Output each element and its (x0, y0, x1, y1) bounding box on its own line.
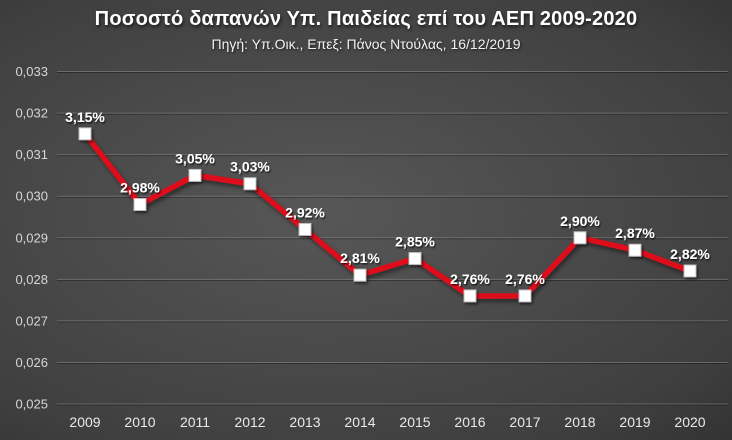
data-point-marker (243, 177, 257, 191)
data-point-label: 2,82% (670, 246, 710, 262)
gridlines (57, 71, 728, 406)
series-group (78, 127, 697, 303)
data-point-marker (463, 289, 477, 303)
y-axis-tick-label: 0,028 (15, 272, 48, 287)
data-point-marker (188, 168, 202, 182)
y-axis-tick-label: 0,030 (15, 189, 48, 204)
data-point-marker (628, 243, 642, 257)
chart-title: Ποσοστό δαπανών Υπ. Παιδείας επί του ΑΕΠ… (94, 8, 638, 30)
data-point-marker (518, 289, 532, 303)
x-axis-tick-label: 2020 (674, 414, 705, 430)
y-axis-labels: 0,025 0,026 0,027 0,028 0,029 0,030 0,031 0,032… (15, 64, 48, 412)
data-point-label: 3,15% (65, 109, 105, 125)
y-axis-tick-label: 0,027 (15, 313, 48, 328)
x-axis-tick-label: 2018 (564, 414, 595, 430)
x-axis-labels: 2009 2010 2011 2012 2013 2014 2015 2016 2017 2018… (69, 414, 705, 430)
x-axis-tick-label: 2009 (69, 414, 100, 430)
y-axis-tick-label: 0,025 (15, 397, 48, 412)
data-point-label: 2,81% (340, 250, 380, 266)
data-point-label: 2,90% (560, 213, 600, 229)
data-point-marker (133, 198, 147, 211)
y-axis-tick-label: 0,031 (15, 147, 48, 162)
x-axis-tick-label: 2019 (619, 414, 650, 430)
x-axis-tick-label: 2017 (509, 414, 540, 430)
y-axis-tick-label: 0,032 (15, 106, 48, 121)
data-point-label: 2,87% (615, 225, 655, 241)
data-point-label: 3,03% (230, 159, 270, 175)
x-axis-tick-label: 2016 (454, 414, 485, 430)
data-point-marker (683, 264, 697, 278)
data-point-label: 3,05% (175, 150, 215, 166)
data-point-label: 2,76% (450, 271, 490, 287)
data-point-marker (408, 252, 422, 266)
x-axis-tick-label: 2013 (289, 414, 320, 430)
data-labels: 3,15% 2,98% 3,05% 3,03% 2,92% 2,81% 2,85% 2,76%… (65, 109, 710, 287)
data-point-label: 2,76% (505, 271, 545, 287)
data-point-marker (78, 127, 92, 141)
data-point-marker (353, 268, 367, 282)
data-point-label: 2,85% (395, 234, 435, 250)
y-axis-tick-label: 0,029 (15, 230, 48, 245)
chart-subtitle: Πηγή: Υπ.Οικ., Επεξ: Πάνος Ντούλας, 16/1… (211, 36, 521, 52)
x-axis-tick-label: 2012 (234, 414, 265, 430)
series-line (82, 131, 693, 299)
x-axis-tick-label: 2014 (344, 414, 375, 430)
x-axis-tick-label: 2010 (124, 414, 155, 430)
x-axis-tick-label: 2015 (399, 414, 430, 430)
y-axis-tick-label: 0,033 (15, 64, 48, 79)
data-point-label: 2,92% (285, 204, 325, 220)
data-point-marker (573, 231, 587, 245)
x-axis-tick-label: 2011 (180, 414, 210, 430)
data-point-label: 2,98% (120, 180, 160, 196)
y-axis-tick-label: 0,026 (15, 355, 48, 370)
data-point-marker (298, 222, 312, 236)
